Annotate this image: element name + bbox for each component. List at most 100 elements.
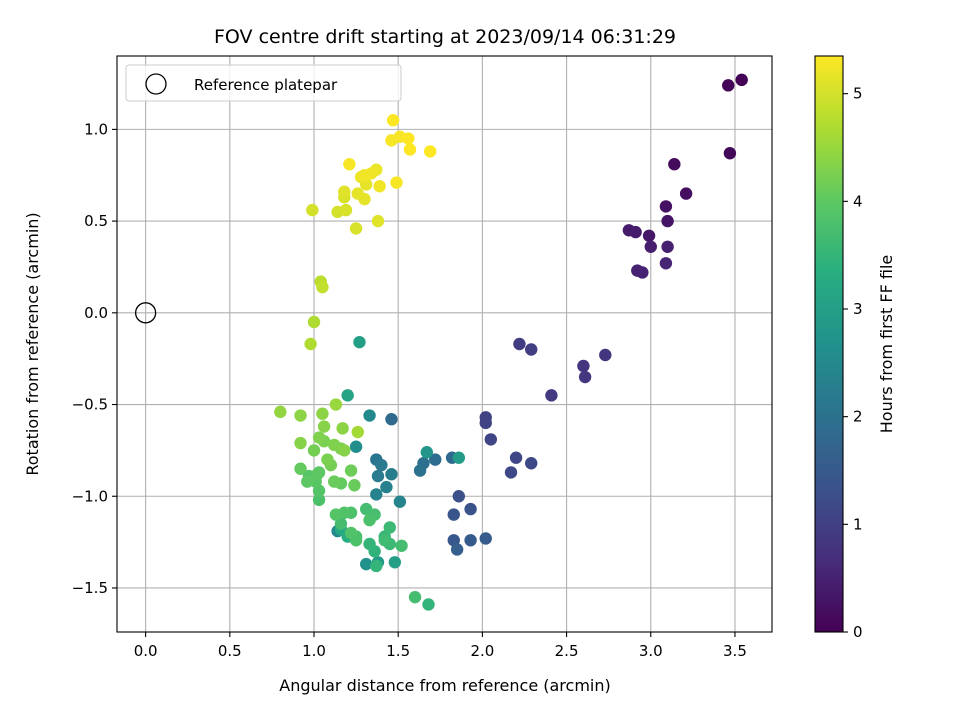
scatter-point [413,464,427,477]
scatter-point [385,413,398,426]
scatter-point [659,200,673,213]
scatter-point [629,225,642,239]
y-axis-ticks: −1.5 −1.0 −0.5 0.0 0.5 1.0 [72,120,117,597]
scatter-point [509,451,523,464]
scatter-point [274,405,287,419]
scatter-point [408,590,422,604]
colorbar: 0 1 2 3 4 5 Hours from first FF file [814,55,896,641]
scatter-point [339,203,353,217]
scatter-point [385,468,398,481]
scatter-point [363,513,376,527]
scatter-point [341,389,354,402]
scatter-point [294,409,307,422]
scatter-point [423,145,437,158]
legend-reference-marker [145,73,167,95]
scatter-point [363,409,376,422]
colorbar-label: Hours from first FF file [877,255,896,434]
scatter-point [344,464,358,477]
scatter-point [329,398,343,411]
scatter-point [360,557,373,571]
scatter-point [294,462,307,475]
reference-platepar-marker [134,302,157,324]
scatter-point [679,187,693,200]
scatter-point [479,416,492,430]
scatter-point [351,425,364,439]
scatter-point [363,537,376,551]
scatter-point [358,169,371,182]
scatter-point [306,203,319,217]
colorbar-frame [814,55,844,633]
scatter-point [378,534,391,547]
scatter-point [722,79,735,92]
scatter-point [420,446,434,459]
scatter-point [450,543,464,556]
scatter-point [668,158,681,171]
scatter-point [636,266,649,279]
scatter-point [577,359,590,373]
scatter-point [370,559,383,573]
scatter-point [353,335,366,349]
scatter-point [659,257,673,270]
x-tick-label: 1.5 [386,642,410,660]
scatter-point [371,214,385,228]
scatter-point [464,502,477,516]
scatter-point [328,475,341,488]
scatter-point [343,158,356,171]
y-tick-label: 1.0 [84,120,108,138]
scatter-point [371,469,385,483]
y-tick-label: −1.5 [72,579,108,597]
scatter-point [422,598,435,611]
colorbar-ticks: 0 1 2 3 4 5 [843,85,863,641]
scatter-point [386,114,400,127]
scatter-point [380,480,393,494]
y-axis-label: Rotation from reference (arcmin) [23,212,42,475]
colorbar-gradient [815,56,843,632]
x-tick-label: 0.0 [134,642,158,660]
scatter-point [429,453,442,466]
scatter-point [661,240,674,253]
colorbar-tick-label: 0 [853,623,863,641]
x-axis-ticks: 0.0 0.5 1.0 1.5 2.0 2.5 3.0 3.5 [134,632,747,660]
scatter-point [338,185,351,198]
scatter-point [393,495,407,508]
scatter-point [328,438,341,452]
x-tick-label: 3.0 [639,642,663,660]
scatter-point [344,526,358,540]
scatter-point [403,143,417,156]
scatter-point [338,444,351,457]
x-tick-label: 2.0 [470,642,494,660]
scatter-point [348,479,361,492]
scatter-point [447,508,460,521]
scatter-point [375,458,388,472]
plot-frame [116,55,773,633]
scatter-point [312,493,326,507]
scatter-point [321,453,334,466]
scatter-point [317,420,331,433]
colorbar-tick-label: 1 [853,515,863,533]
scatter-point [484,433,497,446]
scatter-point [316,280,329,294]
x-tick-label: 1.0 [302,642,326,660]
grid-lines [117,56,772,632]
scatter-point [329,508,343,521]
legend-box [125,64,402,102]
scatter-point [504,466,518,479]
scatter-point [334,517,348,530]
colorbar-tick-label: 4 [853,192,863,210]
x-tick-label: 2.5 [555,642,579,660]
scatter-point [349,440,363,453]
y-tick-label: −0.5 [72,396,108,414]
scatter-point [304,337,317,351]
colorbar-tick-label: 5 [853,85,863,103]
scatter-point [525,343,538,356]
scatter-point [661,214,674,228]
x-tick-label: 0.5 [218,642,242,660]
scatter-point [307,315,321,329]
y-tick-label: −1.0 [72,487,108,505]
scatter-point [644,240,657,253]
scatter-point [358,192,371,206]
reference-marker-layer [134,302,157,324]
scatter-point [349,222,363,235]
scatter-point [525,457,538,470]
